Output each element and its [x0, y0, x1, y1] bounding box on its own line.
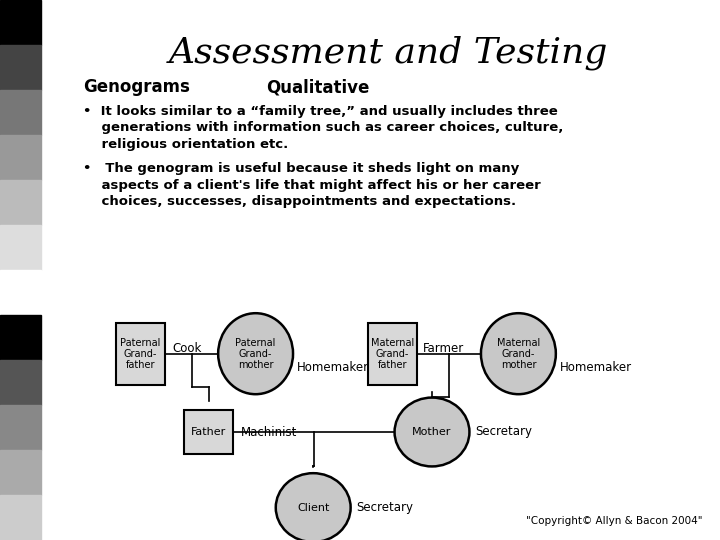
Text: Father: Father [192, 427, 226, 437]
Bar [0, 225, 41, 270]
Text: Genograms: Genograms [83, 78, 189, 96]
Text: Secretary: Secretary [475, 426, 532, 438]
Text: aspects of a client's life that might affect his or her career: aspects of a client's life that might af… [83, 179, 541, 192]
Text: Maternal
Grand-
mother: Maternal Grand- mother [497, 338, 540, 370]
Text: Qualitative: Qualitative [266, 78, 370, 96]
Bar [0, 135, 41, 180]
FancyBboxPatch shape [184, 410, 233, 454]
Bar [0, 90, 41, 135]
FancyBboxPatch shape [368, 322, 417, 384]
Ellipse shape [276, 473, 351, 540]
Text: Paternal
Grand-
father: Paternal Grand- father [120, 338, 161, 370]
Bar [0, 45, 41, 90]
Text: "Copyright© Allyn & Bacon 2004": "Copyright© Allyn & Bacon 2004" [526, 516, 702, 526]
Bar [0, 315, 41, 360]
Text: Mother: Mother [413, 427, 451, 437]
Text: religious orientation etc.: religious orientation etc. [83, 138, 288, 151]
Text: Farmer: Farmer [423, 342, 464, 355]
Text: Cook: Cook [172, 342, 202, 355]
Text: Client: Client [297, 503, 329, 512]
Text: •   The genogram is useful because it sheds light on many: • The genogram is useful because it shed… [83, 162, 519, 175]
Text: •  It looks similar to a “family tree,” and usually includes three: • It looks similar to a “family tree,” a… [83, 105, 557, 118]
Text: Homemaker: Homemaker [559, 361, 631, 374]
Text: Secretary: Secretary [356, 501, 413, 514]
Text: Homemaker: Homemaker [297, 361, 369, 374]
Bar [0, 495, 41, 540]
Text: Maternal
Grand-
father: Maternal Grand- father [371, 338, 414, 370]
Text: generations with information such as career choices, culture,: generations with information such as car… [83, 122, 563, 134]
Bar [0, 450, 41, 495]
Bar [0, 180, 41, 225]
Bar [0, 405, 41, 450]
Bar [0, 360, 41, 405]
Bar [0, 0, 41, 45]
Text: choices, successes, disappointments and expectations.: choices, successes, disappointments and … [83, 195, 516, 208]
Ellipse shape [218, 313, 293, 394]
Text: Machinist: Machinist [240, 426, 297, 438]
Ellipse shape [481, 313, 556, 394]
Ellipse shape [395, 397, 469, 467]
Text: Assessment and Testing: Assessment and Testing [169, 35, 608, 70]
Bar [0, 270, 41, 315]
FancyBboxPatch shape [116, 322, 165, 384]
Text: Paternal
Grand-
mother: Paternal Grand- mother [235, 338, 276, 370]
